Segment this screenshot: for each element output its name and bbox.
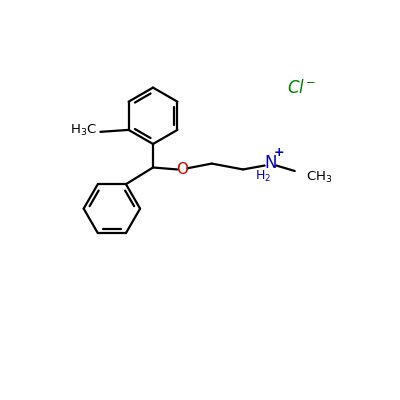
- Text: CH$_3$: CH$_3$: [306, 170, 332, 185]
- Text: Cl$^-$: Cl$^-$: [287, 79, 316, 97]
- Text: H$_3$C: H$_3$C: [70, 123, 97, 138]
- Text: +: +: [274, 146, 284, 160]
- Text: O: O: [176, 162, 188, 177]
- Text: H$_2$: H$_2$: [255, 169, 272, 184]
- Text: N: N: [264, 154, 277, 172]
